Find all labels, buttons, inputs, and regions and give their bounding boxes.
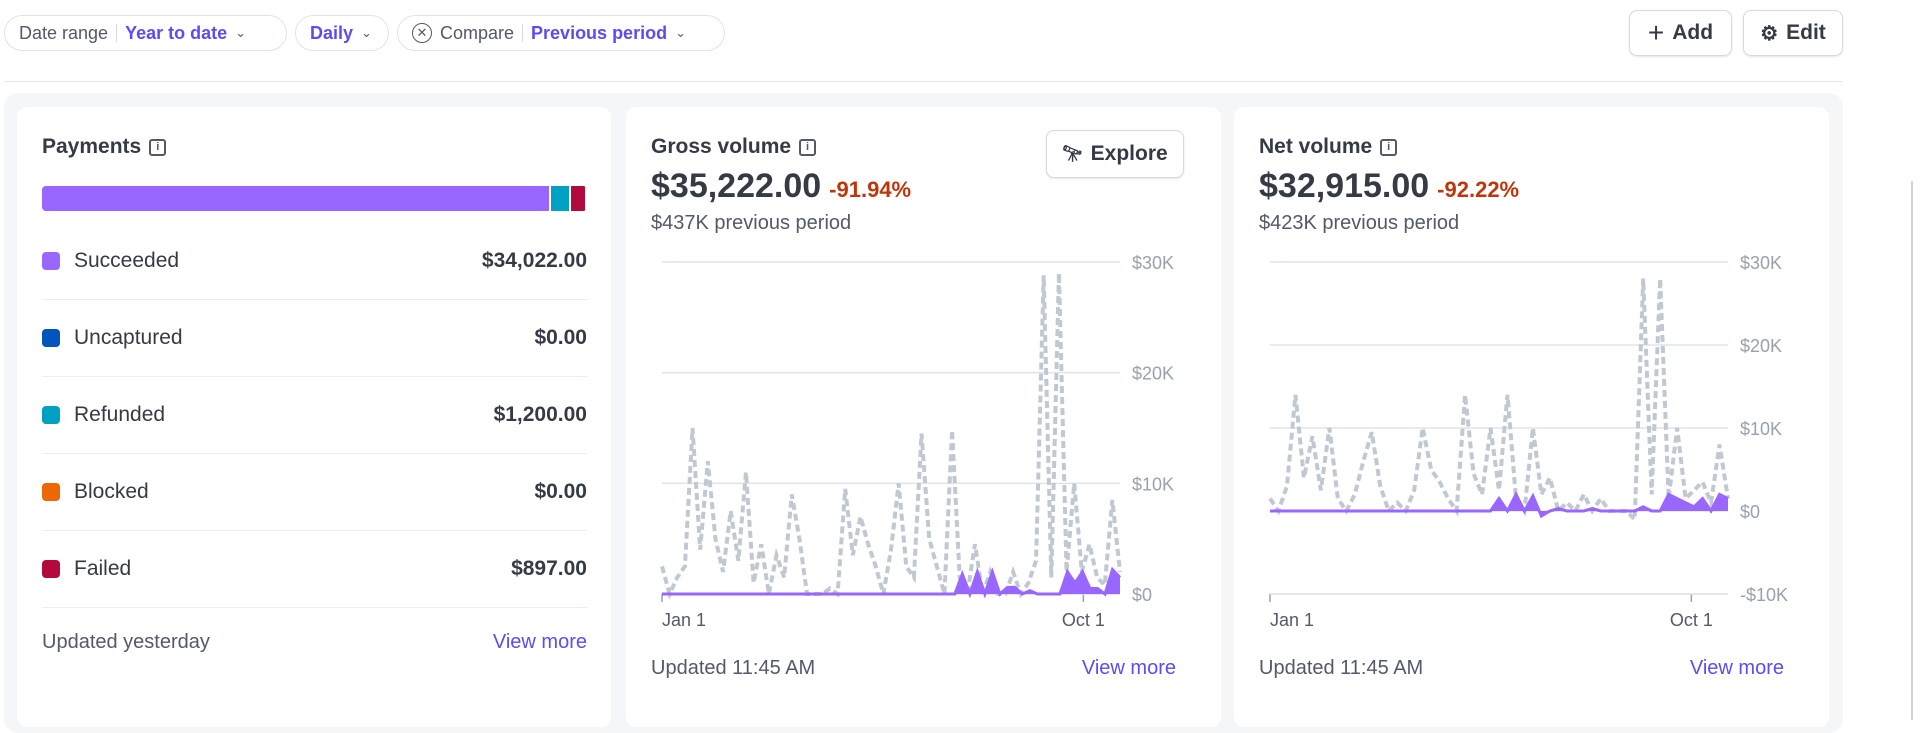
current-period-area bbox=[1270, 494, 1728, 516]
updated-text: Updated yesterday bbox=[42, 631, 210, 653]
clear-compare-icon[interactable]: ✕ bbox=[412, 23, 432, 43]
view-more-link[interactable]: View more bbox=[1689, 657, 1784, 679]
interval-value: Daily bbox=[310, 22, 354, 43]
explore-button[interactable]: 🔭︎ Explore bbox=[1046, 130, 1184, 178]
date-range-filter[interactable]: Date range Year to date ⌄ bbox=[4, 15, 287, 51]
chevron-down-icon: ⌄ bbox=[361, 25, 372, 40]
chevron-down-icon: ⌄ bbox=[675, 25, 686, 40]
view-more-link[interactable]: View more bbox=[1081, 657, 1176, 679]
bar-segment-refunded bbox=[551, 186, 570, 211]
y-tick-label: $20K bbox=[1740, 336, 1782, 356]
status-label: Succeeded bbox=[74, 249, 180, 272]
bar-segment-failed bbox=[571, 186, 585, 211]
payment-row-refunded[interactable]: Refunded $1,200.00 bbox=[42, 377, 587, 454]
info-icon[interactable]: i bbox=[149, 138, 167, 156]
x-tick-label: Jan 1 bbox=[662, 610, 706, 627]
add-button[interactable]: + Add bbox=[1629, 10, 1732, 56]
y-tick-label: $0 bbox=[1740, 502, 1760, 522]
status-amount: $1,200.00 bbox=[493, 403, 587, 426]
info-icon[interactable]: i bbox=[1380, 138, 1398, 156]
view-more-link[interactable]: View more bbox=[492, 631, 587, 653]
net-previous: $423K previous period bbox=[1259, 212, 1460, 234]
status-color-dot bbox=[42, 406, 60, 424]
binoculars-icon: 🔭︎ bbox=[1062, 146, 1083, 163]
payments-title: Payments i bbox=[42, 135, 167, 159]
divider bbox=[4, 81, 1843, 82]
gross-change: -91.94% bbox=[829, 177, 912, 202]
x-tick-label: Oct 1 bbox=[1670, 610, 1713, 627]
previous-period-line bbox=[660, 273, 1122, 601]
payments-status-bar bbox=[42, 186, 587, 211]
y-tick-label: $30K bbox=[1132, 253, 1174, 273]
plus-icon: + bbox=[1647, 17, 1665, 48]
status-color-dot bbox=[42, 252, 60, 270]
net-amount: $32,915.00 -92.22% bbox=[1259, 167, 1520, 205]
net-change: -92.22% bbox=[1437, 177, 1520, 202]
current-period-line bbox=[1270, 491, 1729, 519]
status-label: Uncaptured bbox=[74, 326, 183, 349]
compare-value: Previous period bbox=[531, 22, 668, 43]
net-title: Net volume i bbox=[1259, 135, 1398, 159]
interval-filter[interactable]: Daily ⌄ bbox=[295, 15, 389, 51]
y-tick-label: $10K bbox=[1132, 474, 1174, 494]
y-tick-label: -$10K bbox=[1740, 585, 1788, 605]
current-period-line bbox=[662, 566, 1122, 599]
status-amount: $0.00 bbox=[534, 480, 587, 503]
gross-previous: $437K previous period bbox=[651, 212, 852, 234]
y-tick-label: $0 bbox=[1132, 585, 1152, 605]
x-tick-label: Oct 1 bbox=[1062, 610, 1105, 627]
y-tick-label: $30K bbox=[1740, 253, 1782, 273]
payment-row-failed[interactable]: Failed $897.00 bbox=[42, 531, 587, 608]
payment-row-blocked[interactable]: Blocked $0.00 bbox=[42, 454, 587, 531]
status-label: Refunded bbox=[74, 403, 166, 426]
status-color-dot bbox=[42, 329, 60, 347]
current-period-area bbox=[662, 569, 1120, 594]
status-amount: $34,022.00 bbox=[481, 249, 587, 272]
y-tick-label: $10K bbox=[1740, 419, 1782, 439]
payment-row-uncaptured[interactable]: Uncaptured $0.00 bbox=[42, 300, 587, 377]
payment-row-succeeded[interactable]: Succeeded $34,022.00 bbox=[42, 223, 587, 300]
net-volume-card: Net volume i $32,915.00 -92.22% $423K prev… bbox=[1234, 107, 1829, 727]
status-amount: $0.00 bbox=[534, 326, 587, 349]
gross-volume-chart: $30K $20K $10K $0 Jan 1 Oct 1 bbox=[660, 253, 1174, 627]
gross-amount: $35,222.00 -91.94% bbox=[651, 167, 912, 205]
status-color-dot bbox=[42, 483, 60, 501]
status-label: Blocked bbox=[74, 480, 149, 503]
add-label: Add bbox=[1672, 21, 1714, 44]
status-color-dot bbox=[42, 560, 60, 578]
payments-card: Payments i Succeeded $34,022.00 Uncaptured $… bbox=[17, 107, 611, 727]
previous-period-line bbox=[1268, 278, 1730, 524]
y-tick-label: $20K bbox=[1132, 364, 1174, 384]
updated-text: Updated 11:45 AM bbox=[1259, 657, 1424, 679]
edit-label: Edit bbox=[1786, 21, 1826, 44]
compare-filter[interactable]: ✕ Compare Previous period ⌄ bbox=[397, 15, 725, 51]
edit-button[interactable]: ⚙ Edit bbox=[1743, 10, 1843, 56]
gross-title: Gross volume i bbox=[651, 135, 817, 159]
scrollbar[interactable] bbox=[1911, 181, 1913, 720]
explore-label: Explore bbox=[1090, 142, 1168, 165]
net-volume-chart: $30K $20K $10K $0 -$10K Jan 1 Oct 1 bbox=[1268, 253, 1788, 627]
bar-segment-succeeded bbox=[42, 186, 550, 211]
compare-label: Compare bbox=[440, 22, 515, 43]
gear-icon: ⚙ bbox=[1760, 22, 1779, 45]
info-icon[interactable]: i bbox=[799, 138, 817, 156]
x-tick-label: Jan 1 bbox=[1270, 610, 1314, 627]
chevron-down-icon: ⌄ bbox=[235, 25, 247, 40]
date-range-label: Date range bbox=[19, 22, 109, 43]
gross-volume-card: Gross volume i 🔭︎ Explore $35,222.00 -91.94… bbox=[626, 107, 1221, 727]
status-amount: $897.00 bbox=[511, 557, 587, 580]
date-range-value: Year to date bbox=[125, 22, 228, 43]
status-label: Failed bbox=[74, 557, 132, 580]
updated-text: Updated 11:45 AM bbox=[651, 657, 816, 679]
